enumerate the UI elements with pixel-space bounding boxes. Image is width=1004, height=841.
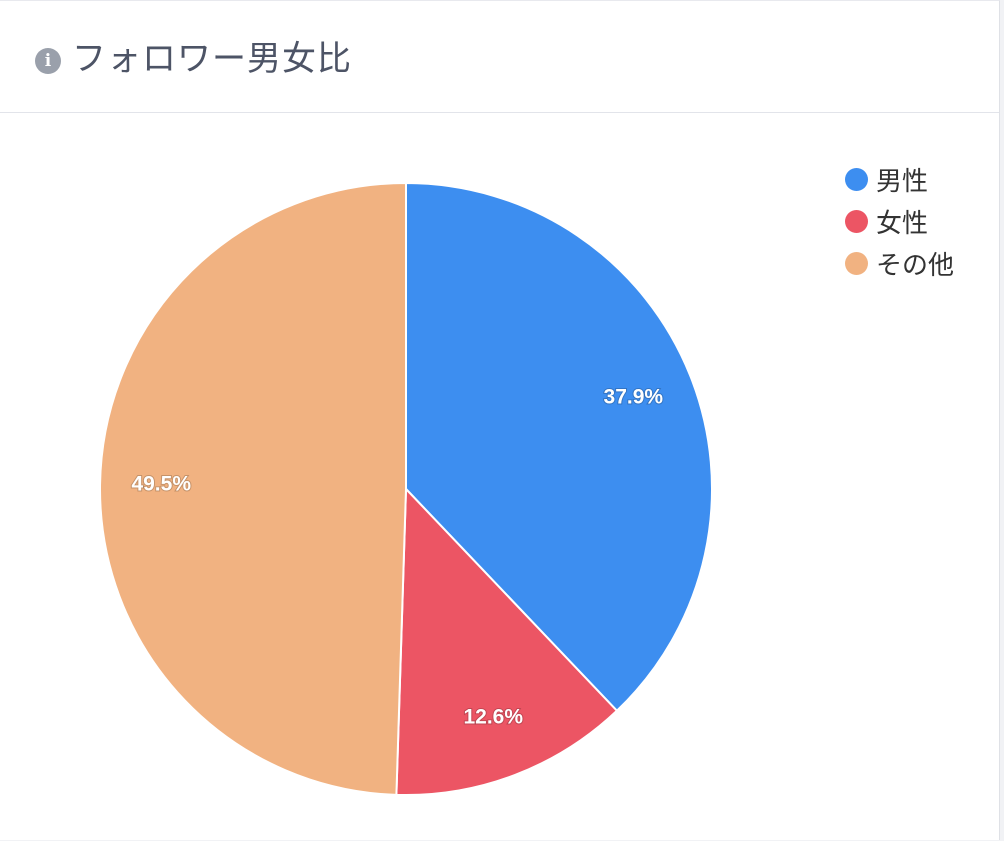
pie-chart-area: 37.9% 12.6% 49.5% 男性 女性 その他: [0, 114, 1000, 841]
pie-slice-male[interactable]: [405, 181, 713, 713]
pie-chart: 37.9% 12.6% 49.5%: [99, 181, 713, 796]
legend-swatch-female: [845, 209, 868, 233]
legend-item-male[interactable]: 男性: [845, 158, 954, 200]
pie-slices: [99, 181, 713, 796]
slice-label-female: 12.6%: [463, 705, 523, 728]
legend-swatch-male: [845, 167, 868, 191]
card-title: フォロワー男女比: [72, 39, 352, 79]
pie-slice-other[interactable]: [99, 181, 407, 796]
legend-item-female[interactable]: 女性: [845, 200, 954, 242]
legend-swatch-other: [845, 251, 868, 275]
chart-legend: 男性 女性 その他: [845, 158, 954, 284]
pie-slice-female[interactable]: [395, 486, 619, 796]
card-header: i フォロワー男女比: [0, 1, 999, 113]
legend-label-other: その他: [876, 250, 955, 281]
info-icon[interactable]: i: [35, 48, 61, 74]
legend-label-male: 男性: [876, 166, 929, 197]
slice-label-male: 37.9%: [604, 386, 664, 409]
legend-label-female: 女性: [876, 208, 929, 239]
legend-item-other[interactable]: その他: [845, 242, 954, 284]
slice-label-other: 49.5%: [131, 473, 191, 496]
pie-slice-labels: 37.9% 12.6% 49.5%: [130, 385, 664, 730]
